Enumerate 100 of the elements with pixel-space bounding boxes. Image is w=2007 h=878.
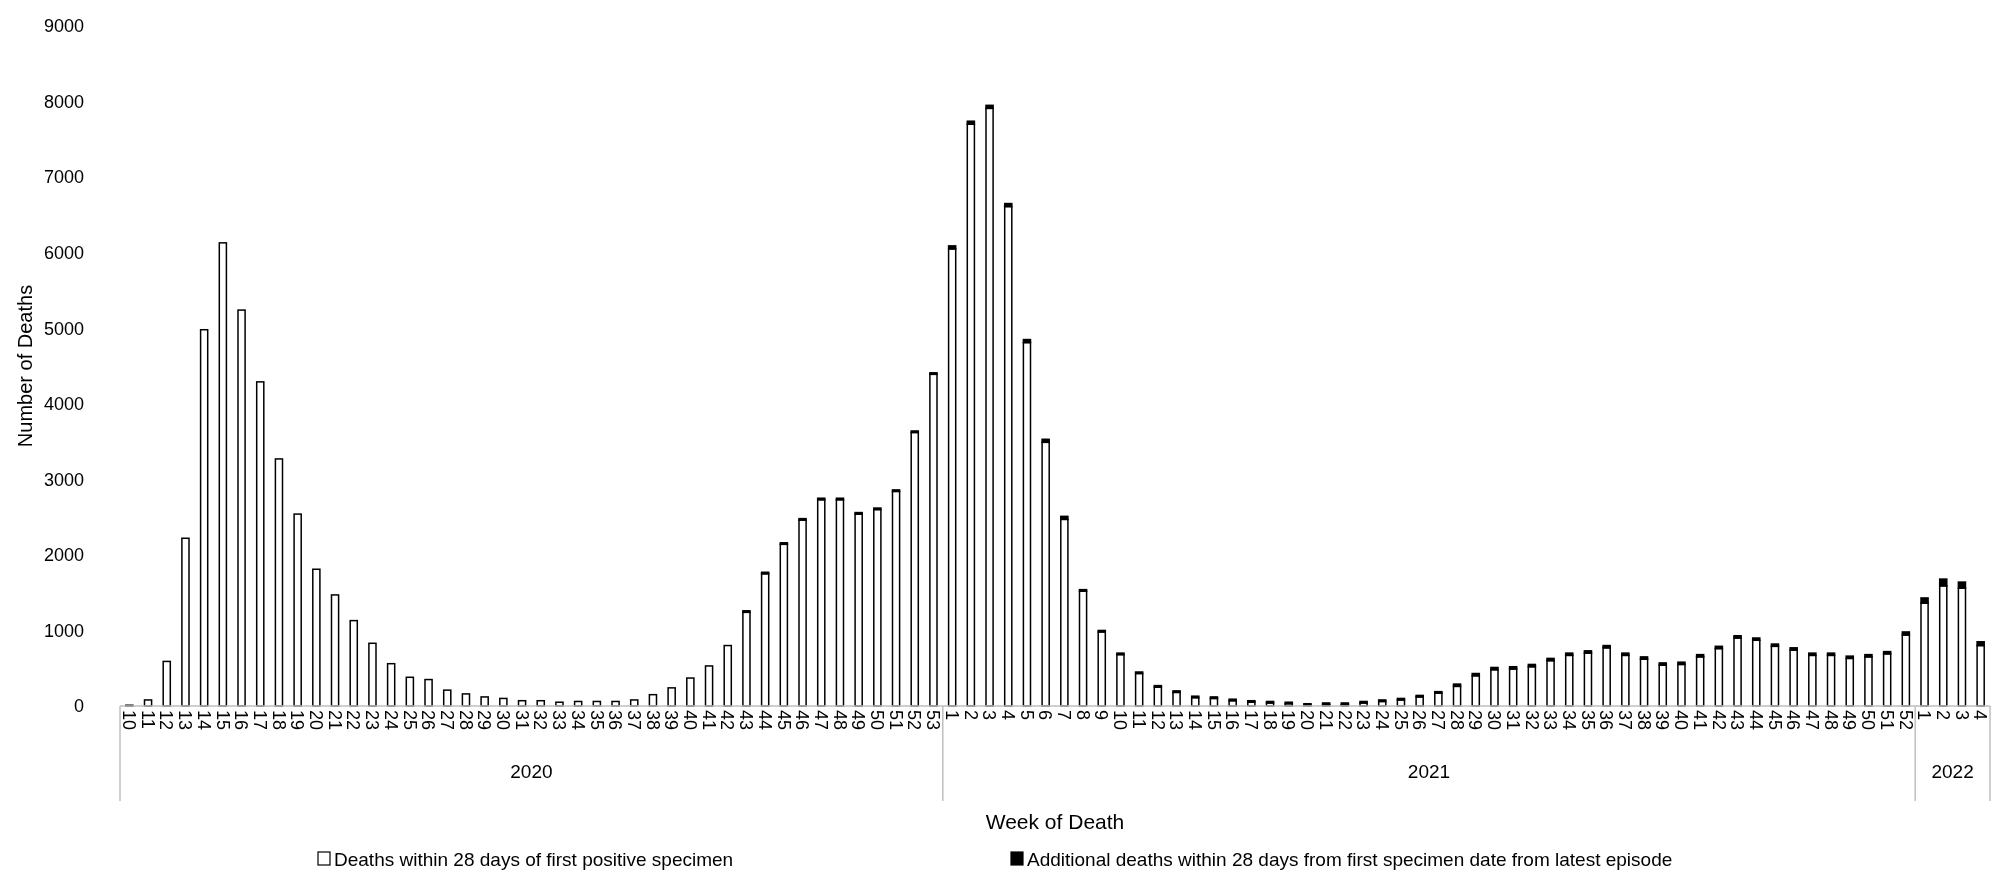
x-tick-label: 12 <box>156 710 177 731</box>
x-tick-label: 33 <box>1540 710 1561 731</box>
x-tick-label: 41 <box>1689 710 1710 731</box>
x-tick-label: 42 <box>717 710 738 731</box>
x-tick-label: 21 <box>324 710 345 731</box>
x-tick-label: 44 <box>754 710 775 731</box>
x-tick-label: 35 <box>1577 710 1598 731</box>
x-tick-label: 10 <box>119 710 140 731</box>
x-tick-label: 25 <box>399 710 420 731</box>
x-tick-label: 21 <box>1315 710 1336 731</box>
x-tick-label: 20 <box>306 710 327 731</box>
x-tick-label: 31 <box>511 710 532 731</box>
x-tick-label: 18 <box>1259 710 1280 731</box>
x-tick-label: 1 <box>941 710 962 721</box>
x-tick-label: 36 <box>1596 710 1617 731</box>
x-tick-label: 4 <box>997 710 1018 721</box>
x-tick-label: 50 <box>867 710 888 731</box>
x-tick-label: 16 <box>1222 710 1243 731</box>
x-tick-label: 27 <box>1428 710 1449 731</box>
x-tick-label: 11 <box>137 710 158 729</box>
x-tick-label: 28 <box>1446 710 1467 731</box>
x-tick-label: 39 <box>661 710 682 731</box>
text: 2021 <box>1407 761 1451 782</box>
x-tick-label: 14 <box>193 710 214 731</box>
text: 2020 <box>510 761 553 782</box>
x-tick-label: 44 <box>1745 710 1766 731</box>
x-tick-label: 22 <box>1334 710 1355 731</box>
x-tick-label: 43 <box>1727 710 1748 731</box>
x-tick-label: 53 <box>923 710 944 731</box>
x-tick-label: 26 <box>418 710 439 731</box>
y-tick-label: 5000 <box>43 318 84 339</box>
x-tick-label: 52 <box>1895 710 1916 731</box>
x-tick-label: 47 <box>1802 710 1823 731</box>
x-tick-label: 24 <box>1371 710 1392 731</box>
x-tick-label: 40 <box>680 710 701 731</box>
x-tick-label: 13 <box>175 710 196 731</box>
x-tick-label: 41 <box>698 710 719 731</box>
x-tick-label: 46 <box>1783 710 1804 731</box>
x-axis-title: Week of Death <box>985 810 1125 833</box>
x-tick-label: 46 <box>792 710 813 731</box>
x-tick-label: 23 <box>1353 710 1374 731</box>
x-tick-label: 45 <box>1764 710 1785 731</box>
y-tick-label: 2000 <box>43 545 84 566</box>
x-tick-label: 51 <box>885 710 906 731</box>
x-tick-label: 5 <box>1016 710 1037 721</box>
y-tick-label: 0 <box>73 696 84 717</box>
x-tick-label: 15 <box>1203 710 1224 731</box>
x-tick-label: 33 <box>549 710 570 731</box>
x-tick-label: 43 <box>736 710 757 731</box>
x-tick-label: 30 <box>493 710 514 731</box>
x-tick-label: 48 <box>829 710 850 731</box>
x-tick-label: 20 <box>1297 710 1318 731</box>
x-tick-label: 50 <box>1858 710 1879 731</box>
x-tick-label: 31 <box>1502 710 1523 731</box>
x-tick-label: 16 <box>231 710 252 731</box>
x-tick-label: 2 <box>1932 710 1953 721</box>
x-tick-label: 39 <box>1652 710 1673 731</box>
x-tick-label: 15 <box>212 710 233 731</box>
x-tick-label: 8 <box>1072 710 1093 721</box>
x-tick-label: 35 <box>586 710 607 731</box>
y-tick-label: 8000 <box>43 91 84 112</box>
x-tick-label: 28 <box>455 710 476 731</box>
y-tick-label: 3000 <box>43 469 84 490</box>
x-tick-label: 13 <box>1166 710 1187 731</box>
x-tick-label: 34 <box>567 710 588 731</box>
x-tick-label: 38 <box>1633 710 1654 731</box>
x-tick-label: 7 <box>1054 710 1075 721</box>
y-axis-title: Number of Deaths <box>14 284 36 448</box>
x-tick-label: 27 <box>436 710 457 731</box>
text: 2022 <box>1931 761 1974 782</box>
x-tick-label: 17 <box>1241 710 1262 731</box>
x-tick-label: 29 <box>1465 710 1486 731</box>
x-tick-label: 10 <box>1110 710 1131 731</box>
y-tick-label: 7000 <box>43 167 84 188</box>
x-tick-label: 34 <box>1558 710 1579 731</box>
y-tick-label: 9000 <box>43 16 84 37</box>
x-tick-label: 40 <box>1671 710 1692 731</box>
x-tick-label: 49 <box>848 710 869 731</box>
y-tick-label: 1000 <box>43 620 84 641</box>
x-tick-label: 14 <box>1184 710 1205 731</box>
x-tick-label: 52 <box>904 710 925 731</box>
x-tick-label: 37 <box>1615 710 1636 731</box>
x-tick-label: 24 <box>380 710 401 731</box>
legend-label: Additional deaths within 28 days from first specimen date from latest episode <box>1027 849 1673 870</box>
x-tick-label: 19 <box>287 710 308 731</box>
x-tick-label: 4 <box>1970 710 1991 721</box>
x-tick-label: 17 <box>249 710 270 731</box>
x-tick-label: 32 <box>1521 710 1542 731</box>
x-tick-label: 38 <box>642 710 663 731</box>
x-tick-label: 18 <box>268 710 289 731</box>
x-tick-label: 12 <box>1147 710 1168 731</box>
x-tick-label: 48 <box>1820 710 1841 731</box>
x-tick-label: 6 <box>1035 710 1056 721</box>
x-tick-label: 37 <box>623 710 644 731</box>
x-tick-label: 11 <box>1128 710 1149 729</box>
x-tick-label: 42 <box>1708 710 1729 731</box>
x-tick-label: 1 <box>1914 710 1935 721</box>
x-tick-label: 47 <box>810 710 831 731</box>
x-tick-label: 9 <box>1091 710 1112 721</box>
y-tick-label: 4000 <box>43 394 84 415</box>
